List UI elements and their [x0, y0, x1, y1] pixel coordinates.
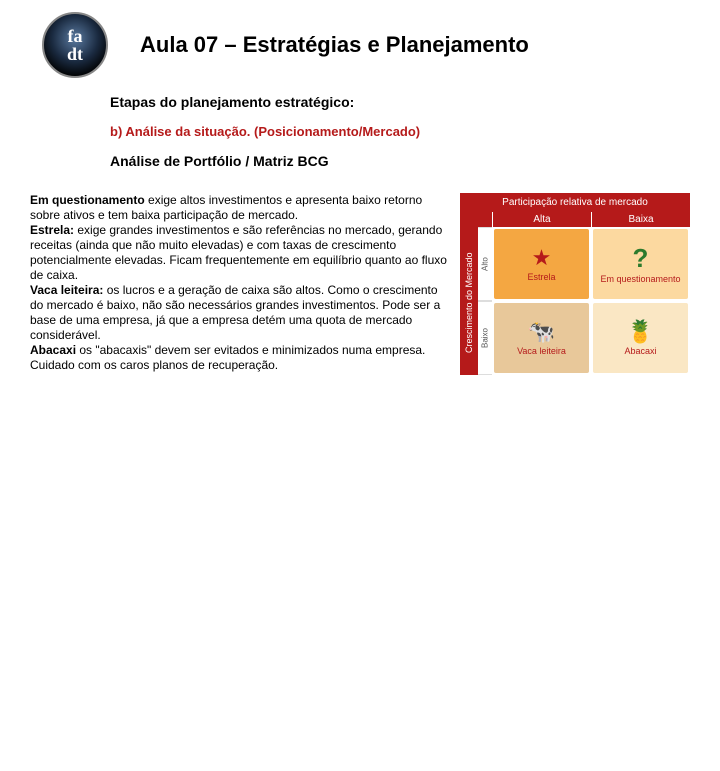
bcg-cell-star: ★ Estrela	[494, 229, 589, 299]
bcg-label-star: Estrela	[527, 272, 555, 282]
bcg-row-low: Baixo	[478, 301, 492, 375]
header: fa dt Aula 07 – Estratégias e Planejamen…	[0, 0, 720, 80]
bcg-label-question: Em questionamento	[600, 274, 680, 284]
slide-title: Aula 07 – Estratégias e Planejamento	[140, 32, 529, 58]
label-estrela: Estrela:	[30, 223, 74, 237]
label-questionamento: Em questionamento	[30, 193, 145, 207]
text-estrela: exige grandes investimentos e são referê…	[30, 223, 447, 282]
body-row: Em questionamento exige altos investimen…	[0, 183, 720, 375]
text-abacaxi: os "abacaxis" devem ser evitados e minim…	[30, 343, 425, 372]
bcg-top-title: Participação relativa de mercado	[460, 193, 690, 212]
bcg-spacer2	[478, 212, 492, 227]
bcg-col-high: Alta	[492, 212, 591, 227]
bcg-spacer1	[460, 212, 478, 227]
heading-analise: b) Análise da situação. (Posicionamento/…	[110, 124, 610, 139]
bcg-label-cow: Vaca leiteira	[517, 346, 566, 356]
label-abacaxi: Abacaxi	[30, 343, 76, 357]
pineapple-icon: 🍍	[627, 321, 654, 343]
bcg-matrix: Participação relativa de mercado Alta Ba…	[460, 193, 690, 375]
bcg-label-pine: Abacaxi	[624, 346, 656, 356]
bcg-left-title-col: Crescimento do Mercado	[460, 227, 478, 375]
question-icon: ?	[633, 245, 649, 271]
heading-etapas: Etapas do planejamento estratégico:	[110, 94, 610, 110]
bcg-cell-question: ? Em questionamento	[593, 229, 688, 299]
bcg-row-high: Alto	[478, 227, 492, 301]
heading-portfolio: Análise de Portfólio / Matriz BCG	[110, 153, 610, 169]
bcg-grid: ★ Estrela ? Em questionamento 🐄 Vaca lei…	[492, 227, 690, 375]
bcg-cell-cow: 🐄 Vaca leiteira	[494, 303, 589, 373]
star-icon: ★	[532, 247, 552, 269]
cow-icon: 🐄	[528, 321, 555, 343]
bcg-side-labels: Alto Baixo	[478, 227, 492, 375]
bcg-top-labels: Alta Baixa	[460, 212, 690, 227]
svg-text:fa: fa	[68, 26, 83, 46]
label-vaca: Vaca leiteira:	[30, 283, 103, 297]
svg-text:dt: dt	[67, 44, 83, 64]
body-text: Em questionamento exige altos investimen…	[30, 193, 450, 375]
bcg-col-low: Baixa	[591, 212, 690, 227]
bcg-left-title: Crescimento do Mercado	[460, 227, 478, 379]
bcg-cell-pine: 🍍 Abacaxi	[593, 303, 688, 373]
slide: fa dt Aula 07 – Estratégias e Planejamen…	[0, 0, 720, 540]
bcg-body: Crescimento do Mercado Alto Baixo ★ Estr…	[460, 227, 690, 375]
logo-icon: fa dt	[40, 10, 110, 80]
content-block: Etapas do planejamento estratégico: b) A…	[0, 80, 720, 169]
